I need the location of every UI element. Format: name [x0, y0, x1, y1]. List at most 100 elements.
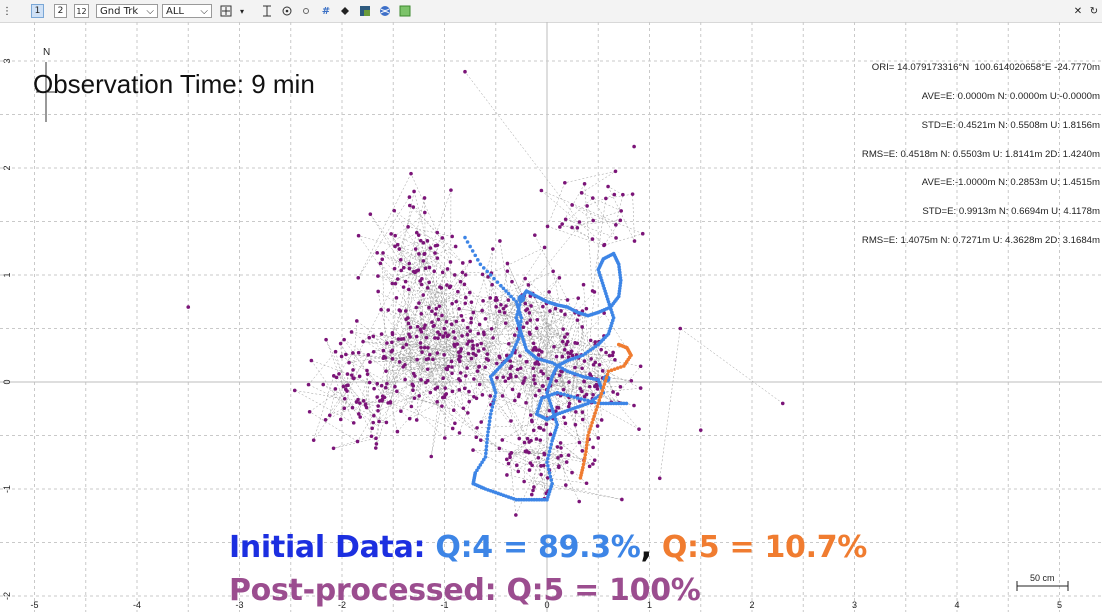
post-processed-point — [442, 326, 447, 331]
small-dot-icon[interactable] — [300, 4, 312, 18]
plot-toolbar: ⋮ 1 2 12 Gnd Trk ⌵ ALL ⌵ ▾ # ✕ ↻ — [0, 0, 1102, 23]
track-segment — [482, 300, 578, 344]
q4-point — [488, 415, 492, 420]
post-processed-point — [406, 321, 411, 326]
post-processed-point — [485, 352, 490, 356]
track-segment — [557, 457, 580, 502]
track-segment — [465, 371, 563, 377]
post-processed-point — [501, 306, 506, 311]
track-segment — [590, 374, 632, 382]
post-processed-point — [440, 313, 444, 318]
q4-point — [492, 398, 496, 402]
post-processed-point — [463, 69, 467, 74]
track-segment — [503, 347, 536, 378]
center-target-icon[interactable] — [281, 4, 293, 18]
dropdown-arrow-icon[interactable]: ▾ — [239, 6, 244, 16]
post-processed-point — [563, 421, 568, 426]
post-processed-point — [371, 334, 376, 339]
x-tick-label: 1 — [647, 600, 652, 610]
q4-point — [487, 419, 492, 424]
point-icon[interactable] — [339, 4, 351, 18]
plot-type-select[interactable]: Gnd Trk ⌵ — [96, 4, 158, 18]
post-processed-point — [532, 485, 536, 489]
track-segment — [548, 291, 585, 382]
q4-point — [617, 265, 621, 269]
track-segment — [581, 311, 583, 355]
track-segment — [464, 284, 516, 351]
map-icon[interactable] — [359, 4, 371, 18]
post-processed-point — [428, 246, 433, 250]
solution-12-button[interactable]: 12 — [74, 4, 89, 18]
crosshair-icon[interactable] — [220, 4, 232, 18]
post-processed-point — [574, 410, 578, 414]
x-tick-label: 0 — [544, 600, 549, 610]
q5-point — [603, 379, 608, 383]
solution-2-button[interactable]: 2 — [54, 4, 67, 18]
refresh-icon[interactable]: ↻ — [1089, 5, 1099, 17]
post-processed-point — [421, 259, 426, 263]
q4-point — [619, 401, 624, 406]
post-processed-point — [450, 365, 454, 369]
track-segment — [560, 442, 567, 486]
track-segment — [511, 442, 580, 453]
track-segment — [421, 278, 479, 352]
post-processed-point — [539, 472, 543, 477]
post-processed-point — [440, 404, 444, 408]
q4-point — [529, 497, 534, 502]
close-icon[interactable]: ✕ — [1073, 5, 1083, 17]
post-processed-point — [419, 378, 423, 382]
track-segment — [535, 354, 539, 396]
solution-1-button[interactable]: 1 — [31, 4, 44, 18]
q4-point — [593, 400, 597, 405]
post-processed-point — [450, 301, 454, 306]
post-processed-point — [498, 239, 502, 243]
q4-point — [546, 456, 550, 461]
post-processed-point — [424, 335, 429, 340]
q4-point — [565, 393, 570, 398]
post-processed-point — [560, 222, 564, 226]
globe-icon[interactable] — [379, 4, 391, 18]
q5-point — [604, 375, 609, 380]
post-processed-point — [421, 293, 426, 297]
post-processed-point — [376, 274, 380, 278]
post-processed-point — [523, 276, 527, 281]
post-processed-point — [480, 272, 485, 277]
post-processed-point — [551, 269, 555, 274]
q4-point — [493, 390, 498, 395]
post-processed-point — [522, 440, 527, 445]
track-segment — [536, 312, 576, 329]
post-processed-point — [443, 436, 447, 440]
ground-track-plot[interactable]: -5 -4 -3 -2 -1 0 1 2 3 4 5 3 2 1 0 -1 -2 — [0, 22, 1102, 612]
post-processed-point — [383, 385, 388, 390]
post-processed-point — [422, 196, 427, 200]
track-segment — [464, 71, 580, 223]
q4-point — [465, 240, 470, 244]
post-processed-point — [460, 270, 465, 275]
track-segment — [444, 354, 511, 362]
q5-point — [578, 476, 583, 480]
post-processed-point — [471, 448, 475, 452]
post-processed-point — [474, 435, 479, 440]
q4-point — [493, 394, 497, 399]
post-processed-point — [444, 320, 449, 324]
track-segment — [459, 344, 478, 381]
grid-icon[interactable]: # — [321, 5, 331, 17]
q4-point — [546, 453, 551, 457]
post-processed-point — [396, 337, 401, 341]
image-icon[interactable] — [399, 4, 411, 18]
track-segment — [432, 354, 476, 360]
q5-point — [598, 395, 603, 399]
post-processed-point — [435, 256, 440, 260]
post-processed-point — [580, 366, 584, 371]
post-processed-point — [557, 464, 561, 468]
quality-select[interactable]: ALL ⌵ — [162, 4, 212, 18]
post-processed-point — [411, 388, 415, 393]
q4-point — [532, 497, 536, 502]
q4-point — [540, 497, 544, 502]
track-segment — [605, 193, 633, 199]
track-segment — [308, 384, 387, 423]
post-processed-point — [465, 332, 470, 337]
track-segment — [500, 304, 603, 379]
track-segment — [390, 242, 424, 402]
vertical-range-icon[interactable] — [261, 4, 273, 18]
